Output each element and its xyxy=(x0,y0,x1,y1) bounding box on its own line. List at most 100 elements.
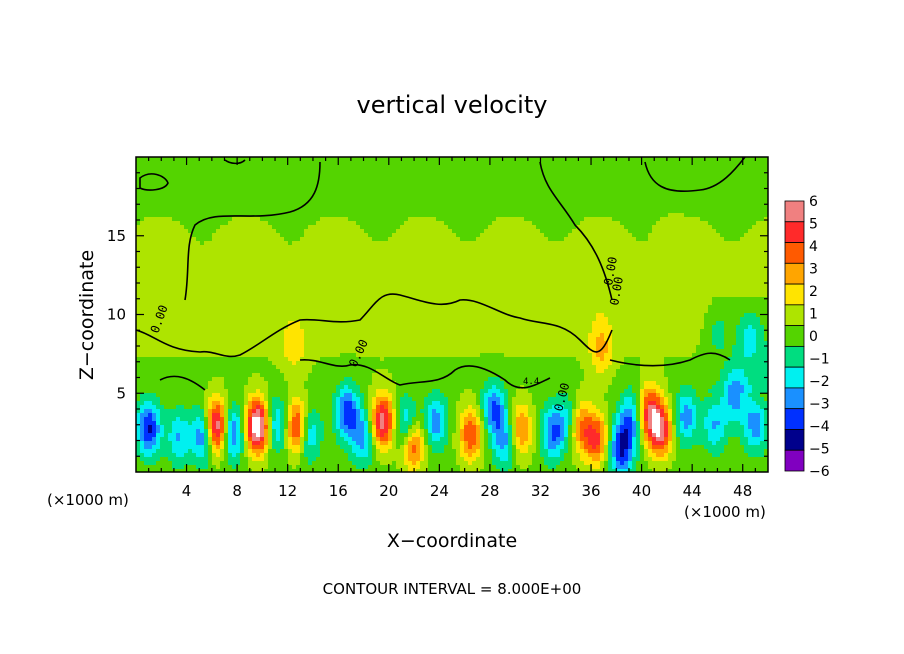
heatmap-cell xyxy=(652,269,657,274)
heatmap-cell xyxy=(260,245,265,250)
heatmap-cell xyxy=(136,257,141,262)
heatmap-cell xyxy=(440,225,445,230)
heatmap-cell xyxy=(428,177,433,182)
heatmap-cell xyxy=(408,205,413,210)
heatmap-cell xyxy=(700,229,705,234)
heatmap-cell xyxy=(148,249,153,254)
heatmap-cell xyxy=(224,221,229,226)
heatmap-cell xyxy=(400,201,405,206)
heatmap-cell xyxy=(356,185,361,190)
heatmap-cell xyxy=(372,217,377,222)
heatmap-cell xyxy=(216,201,221,206)
heatmap-cell xyxy=(324,157,329,162)
heatmap-cell xyxy=(248,233,253,238)
heatmap-cell xyxy=(716,253,721,258)
heatmap-cell xyxy=(368,237,373,242)
heatmap-cell xyxy=(480,229,485,234)
heatmap-cell xyxy=(140,209,145,214)
heatmap-cell xyxy=(696,161,701,166)
heatmap-cell xyxy=(396,261,401,266)
heatmap-cell xyxy=(664,241,669,246)
heatmap-cell xyxy=(388,253,393,258)
heatmap-cell xyxy=(224,181,229,186)
heatmap-cell xyxy=(468,241,473,246)
heatmap-cell xyxy=(656,261,661,266)
heatmap-cell xyxy=(296,213,301,218)
heatmap-cell xyxy=(164,269,169,274)
heatmap-cell xyxy=(236,217,241,222)
heatmap-cell xyxy=(144,201,149,206)
heatmap-cell xyxy=(296,169,301,174)
heatmap-cell xyxy=(280,177,285,182)
heatmap-cell xyxy=(608,161,613,166)
heatmap-cell xyxy=(436,249,441,254)
heatmap-cell xyxy=(752,197,757,202)
heatmap-cell xyxy=(288,277,293,282)
heatmap-cell xyxy=(352,245,357,250)
heatmap-cell xyxy=(244,189,249,194)
heatmap-cell xyxy=(224,173,229,178)
heatmap-cell xyxy=(456,253,461,258)
heatmap-cell xyxy=(716,273,721,278)
heatmap-cell xyxy=(548,241,553,246)
heatmap-cell xyxy=(440,209,445,214)
heatmap-cell xyxy=(204,273,209,278)
heatmap-cell xyxy=(732,181,737,186)
heatmap-cell xyxy=(332,245,337,250)
heatmap-cell xyxy=(384,249,389,254)
heatmap-cell xyxy=(244,245,249,250)
heatmap-cell xyxy=(684,181,689,186)
heatmap-cell xyxy=(472,233,477,238)
heatmap-cell xyxy=(272,229,277,234)
heatmap-cell xyxy=(480,265,485,270)
heatmap-cell xyxy=(304,165,309,170)
heatmap-cell xyxy=(568,241,573,246)
heatmap-cell xyxy=(540,269,545,274)
heatmap-cell xyxy=(604,221,609,226)
heatmap-cell xyxy=(752,205,757,210)
heatmap-cell xyxy=(464,173,469,178)
heatmap-cell xyxy=(296,177,301,182)
heatmap-cell xyxy=(164,205,169,210)
heatmap-cell xyxy=(684,157,689,162)
heatmap-cell xyxy=(396,281,401,286)
heatmap-cell xyxy=(532,261,537,266)
heatmap-cell xyxy=(500,161,505,166)
heatmap-cell xyxy=(188,173,193,178)
heatmap-cell xyxy=(188,161,193,166)
heatmap-cell xyxy=(552,269,557,274)
heatmap-cell xyxy=(380,265,385,270)
heatmap-cell xyxy=(620,277,625,282)
heatmap-cell xyxy=(528,253,533,258)
heatmap-cell xyxy=(396,193,401,198)
heatmap-cell xyxy=(168,269,173,274)
heatmap-cell xyxy=(556,229,561,234)
heatmap-cell xyxy=(472,181,477,186)
heatmap-cell xyxy=(432,245,437,250)
heatmap-cell xyxy=(628,169,633,174)
heatmap-cell xyxy=(472,281,477,286)
heatmap-cell xyxy=(244,201,249,206)
heatmap-cell xyxy=(640,217,645,222)
heatmap-cell xyxy=(544,165,549,170)
heatmap-cell xyxy=(688,269,693,274)
heatmap-cell xyxy=(136,269,141,274)
heatmap-cell xyxy=(572,237,577,242)
heatmap-cell xyxy=(588,205,593,210)
heatmap-cell xyxy=(664,221,669,226)
heatmap-cell xyxy=(684,237,689,242)
heatmap-cell xyxy=(260,233,265,238)
heatmap-cell xyxy=(396,241,401,246)
heatmap-cell xyxy=(260,169,265,174)
heatmap-cell xyxy=(560,213,565,218)
heatmap-cell xyxy=(404,157,409,162)
heatmap-cell xyxy=(452,181,457,186)
heatmap-cell xyxy=(680,213,685,218)
heatmap-cell xyxy=(356,261,361,266)
heatmap-cell xyxy=(268,245,273,250)
heatmap-cell xyxy=(464,205,469,210)
heatmap-cell xyxy=(348,205,353,210)
heatmap-cell xyxy=(316,197,321,202)
heatmap-cell xyxy=(456,273,461,278)
